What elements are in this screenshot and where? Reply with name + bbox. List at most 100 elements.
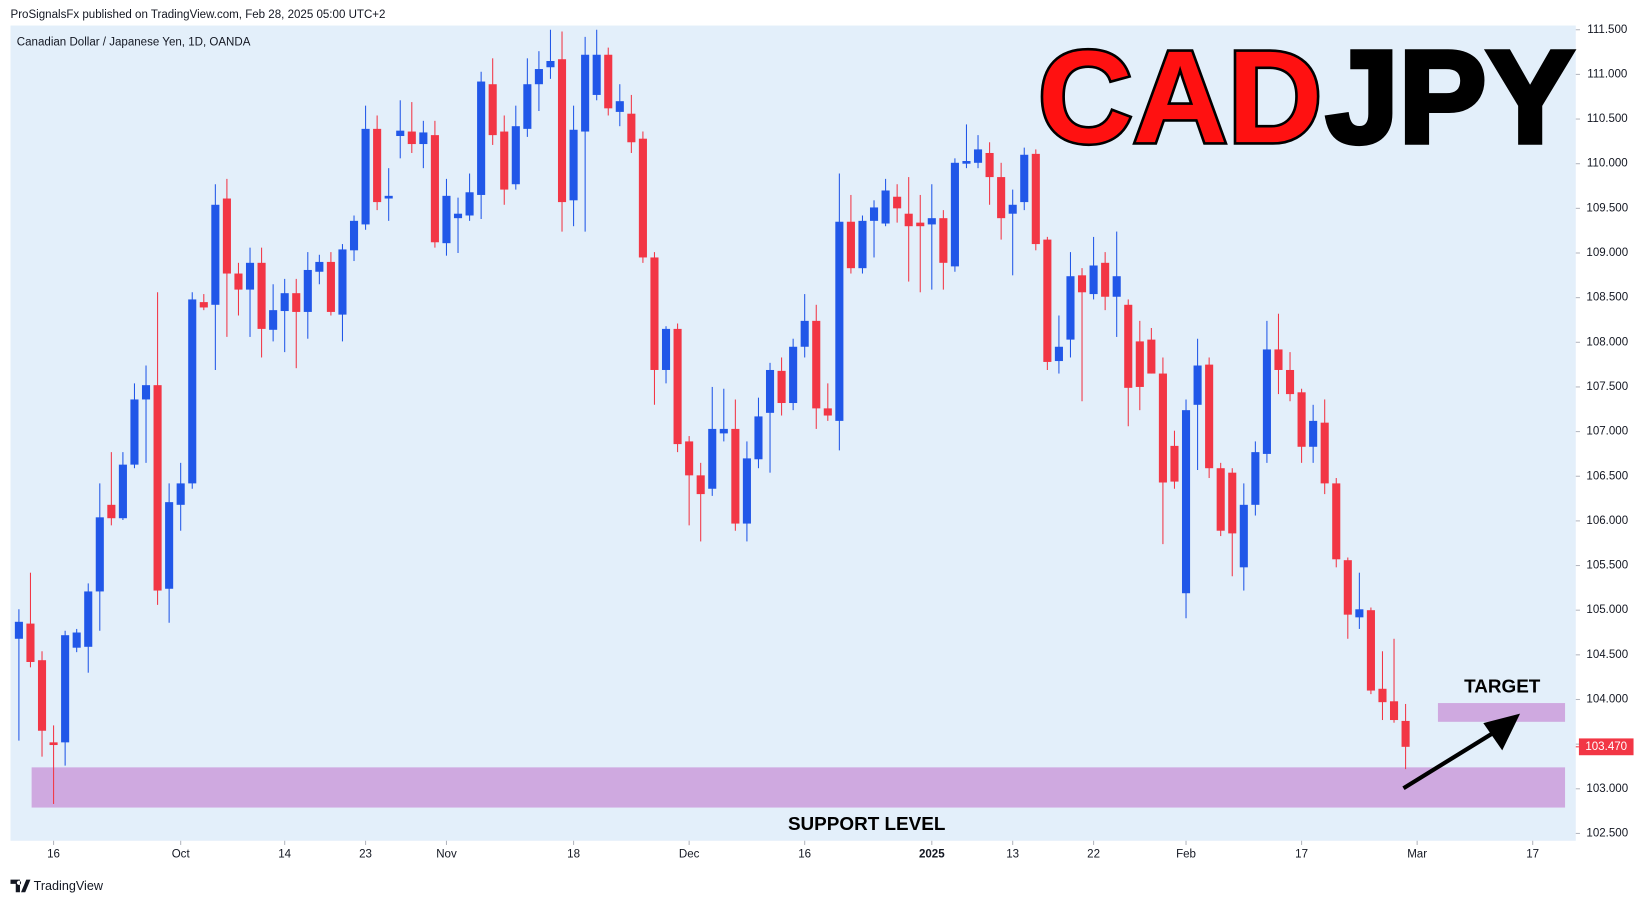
candle-body (638, 138, 647, 258)
y-tick-label: 110.500 (1587, 113, 1628, 125)
arrow-head (1483, 713, 1521, 751)
candle-body (1124, 304, 1133, 388)
candle-body (1285, 369, 1295, 395)
candle-body (939, 218, 948, 263)
candle-body (604, 54, 613, 109)
y-tick-label: 107.000 (1586, 426, 1628, 438)
publisher-line: ProSignalsFx published on TradingView.co… (11, 9, 386, 21)
ticker-quote: JPY (1326, 23, 1574, 170)
x-tick-label: 17 (1295, 848, 1308, 860)
arrow-shaft (1402, 730, 1495, 791)
candle-body (1205, 364, 1214, 469)
zone-label: TARGET (1464, 677, 1541, 698)
candle-body (118, 464, 127, 519)
candle-body (269, 310, 278, 330)
candle-body (777, 370, 786, 404)
candle-body (835, 221, 844, 421)
y-tick-label: 109.000 (1586, 247, 1628, 259)
candle-body (72, 632, 81, 648)
candle-body (153, 385, 162, 591)
x-tick-label: 22 (1087, 848, 1100, 860)
candle-body (627, 113, 636, 143)
candle-body (292, 293, 301, 312)
candle-body (846, 221, 855, 269)
candle-body (257, 262, 266, 329)
candle-body (407, 131, 416, 145)
y-tick-label: 107.500 (1586, 381, 1628, 393)
candle-body (534, 69, 543, 85)
candle-body (812, 320, 821, 409)
x-tick-label: 17 (1526, 848, 1539, 860)
last-price-label: 103.470 (1585, 741, 1627, 753)
y-tick-label: 104.000 (1586, 694, 1628, 706)
ticker-base: CAD (1038, 23, 1322, 170)
candle-body (453, 213, 463, 219)
candle-body (800, 320, 809, 347)
candle-body (37, 660, 47, 731)
x-tick-label: Oct (172, 848, 191, 860)
candle-body (315, 261, 324, 272)
candle-body (176, 483, 185, 505)
brand-logo (10, 879, 31, 893)
candle-body (1077, 275, 1087, 293)
y-tick-label: 111.500 (1587, 24, 1627, 36)
x-tick-label: 2025 (919, 848, 945, 860)
candle-body (1343, 560, 1352, 615)
candle-body (916, 222, 925, 227)
candle-body (326, 261, 335, 312)
arrow (1402, 713, 1521, 791)
candle-body (500, 131, 509, 190)
candle-body (1401, 720, 1410, 747)
candle-body (245, 262, 255, 290)
candle-body (523, 84, 532, 129)
candle-body (904, 213, 913, 227)
y-tick-label: 108.000 (1586, 336, 1628, 348)
candle-body (1158, 373, 1167, 483)
candle-body (1147, 339, 1156, 374)
candle-body (973, 149, 983, 163)
candle-body (419, 132, 428, 145)
candle-body (61, 635, 70, 743)
candle-body (222, 198, 231, 274)
candle-body (1193, 365, 1202, 405)
candle-body (130, 399, 139, 465)
candle-body (661, 328, 671, 370)
candle-body (488, 84, 497, 136)
candle-body (396, 130, 405, 137)
candle-body (199, 302, 208, 308)
candle-body (1320, 422, 1329, 484)
candle-body (1066, 276, 1075, 340)
candle-body (1101, 262, 1110, 297)
candle-body (234, 273, 243, 290)
candle-body (719, 428, 728, 434)
candle-body (742, 458, 751, 524)
candle-body (338, 249, 347, 315)
candle-body (1008, 204, 1017, 214)
candle-body (893, 196, 902, 209)
candle-body (673, 328, 682, 445)
candle-body (546, 61, 555, 68)
candle-body (211, 204, 220, 305)
candle-body (107, 504, 116, 519)
candle-body (95, 517, 104, 592)
candle-body (349, 220, 359, 251)
candle-body (581, 54, 590, 132)
candle-body (84, 591, 93, 647)
brand: TradingView (10, 879, 104, 893)
candle-body (997, 177, 1006, 219)
candle-body (962, 161, 971, 164)
price-zone (31, 767, 1566, 808)
y-tick-label: 110.000 (1587, 158, 1628, 170)
candle-body (1216, 468, 1225, 531)
candle-body (650, 257, 659, 370)
candle-body (858, 220, 867, 269)
x-tick-label: 13 (1006, 848, 1019, 860)
candle-body (592, 54, 601, 95)
candle-body (696, 475, 705, 495)
candle-body (557, 59, 567, 203)
candle-body (1389, 701, 1399, 721)
y-tick-label: 105.000 (1586, 604, 1628, 616)
candle-body (1297, 392, 1306, 447)
candle-body (477, 81, 486, 195)
candle-body (685, 441, 694, 476)
